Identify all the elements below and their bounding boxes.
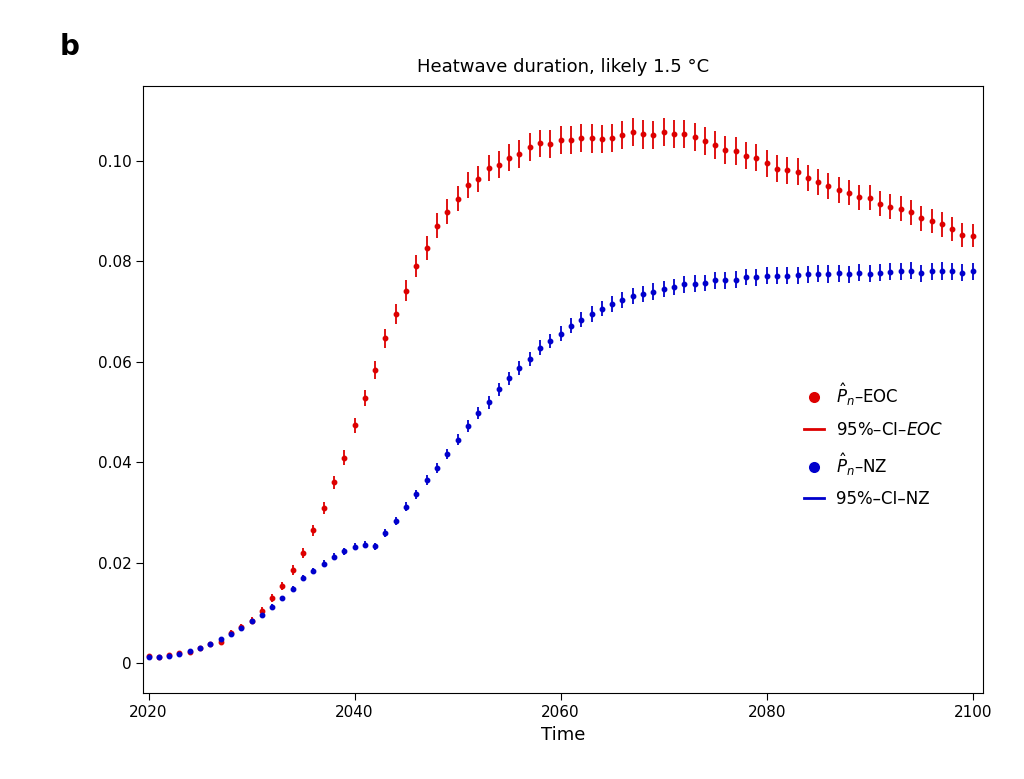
Title: Heatwave duration, likely 1.5 °C: Heatwave duration, likely 1.5 °C — [417, 58, 710, 76]
Text: b: b — [59, 33, 79, 62]
X-axis label: Time: Time — [541, 726, 586, 744]
Legend: $\hat{P}_n$–EOC, 95%–CI–$\mathit{EOC}$, $\hat{P}_n$–NZ, 95%–CI–NZ: $\hat{P}_n$–EOC, 95%–CI–$\mathit{EOC}$, … — [798, 375, 949, 515]
